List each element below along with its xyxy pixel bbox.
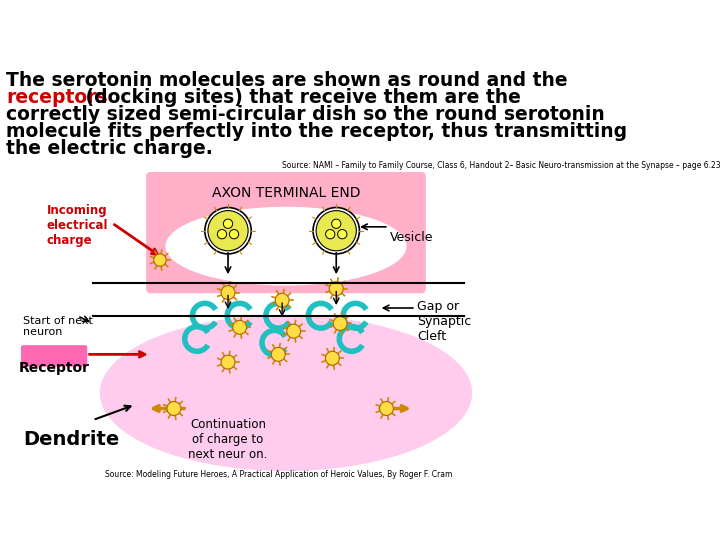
Circle shape	[338, 230, 347, 239]
Circle shape	[230, 230, 239, 239]
Text: Gap or
Synaptic
Cleft: Gap or Synaptic Cleft	[418, 300, 472, 343]
Text: Source: Modeling Future Heroes, A Practical Application of Heroic Values, By Rog: Source: Modeling Future Heroes, A Practi…	[104, 470, 452, 480]
Circle shape	[221, 355, 235, 369]
Text: (docking sites) that receive them are the: (docking sites) that receive them are th…	[79, 89, 521, 107]
Text: Start of next
neuron: Start of next neuron	[23, 316, 93, 338]
Text: correctly sized semi-circular dish so the round serotonin: correctly sized semi-circular dish so th…	[6, 105, 605, 125]
FancyBboxPatch shape	[22, 346, 86, 366]
Circle shape	[217, 230, 227, 239]
Text: receptors: receptors	[6, 89, 108, 107]
Circle shape	[325, 352, 339, 365]
Bar	[93, 281, 464, 316]
Text: AXON TERMINAL END: AXON TERMINAL END	[212, 186, 360, 200]
Text: molecule fits perfectly into the receptor, thus transmitting: molecule fits perfectly into the recepto…	[6, 123, 627, 141]
Circle shape	[316, 211, 356, 251]
Circle shape	[275, 293, 289, 307]
Circle shape	[379, 402, 393, 415]
Text: Dendrite: Dendrite	[23, 430, 120, 449]
Text: Incoming
electrical
charge: Incoming electrical charge	[46, 204, 108, 247]
Circle shape	[221, 286, 235, 300]
Circle shape	[287, 324, 301, 338]
Circle shape	[154, 254, 166, 266]
Text: Continuation
of charge to
next neur on.: Continuation of charge to next neur on.	[189, 418, 268, 461]
Circle shape	[329, 282, 343, 295]
Circle shape	[313, 207, 359, 254]
Circle shape	[208, 211, 248, 251]
Circle shape	[167, 402, 181, 415]
Text: The serotonin molecules are shown as round and the: The serotonin molecules are shown as rou…	[6, 71, 568, 91]
Text: Source: NAMI – Family to Family Course, Class 6, Handout 2– Basic Neuro-transmis: Source: NAMI – Family to Family Course, …	[282, 161, 720, 170]
Ellipse shape	[101, 316, 472, 470]
Circle shape	[223, 219, 233, 228]
Ellipse shape	[166, 207, 406, 285]
Circle shape	[204, 207, 251, 254]
Text: the electric charge.: the electric charge.	[6, 139, 213, 159]
FancyBboxPatch shape	[147, 173, 425, 293]
Circle shape	[271, 347, 285, 361]
Circle shape	[333, 316, 347, 330]
Text: Vesicle: Vesicle	[390, 231, 434, 244]
Circle shape	[332, 219, 341, 228]
Text: Receptor: Receptor	[19, 361, 89, 375]
Circle shape	[233, 320, 246, 334]
Circle shape	[325, 230, 335, 239]
